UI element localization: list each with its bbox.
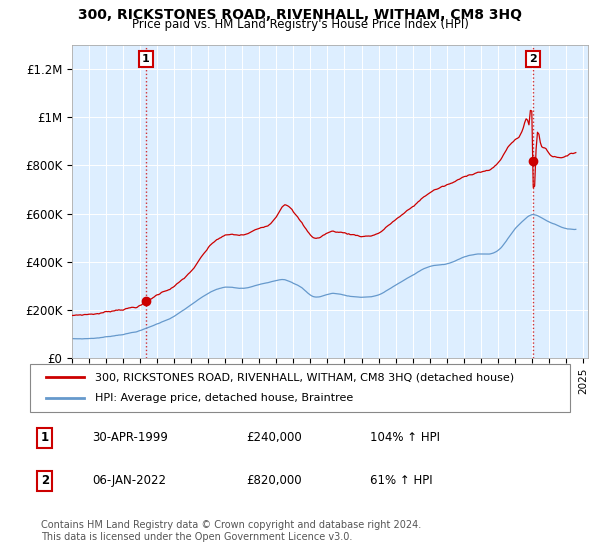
Text: Price paid vs. HM Land Registry's House Price Index (HPI): Price paid vs. HM Land Registry's House … <box>131 18 469 31</box>
Point <box>43 374 50 381</box>
Text: 300, RICKSTONES ROAD, RIVENHALL, WITHAM, CM8 3HQ: 300, RICKSTONES ROAD, RIVENHALL, WITHAM,… <box>78 8 522 22</box>
Text: £820,000: £820,000 <box>246 474 302 487</box>
Text: 2: 2 <box>41 474 49 487</box>
Point <box>80 395 88 402</box>
Point <box>80 374 88 381</box>
Text: £240,000: £240,000 <box>246 431 302 445</box>
Text: 61% ↑ HPI: 61% ↑ HPI <box>370 474 433 487</box>
Text: 300, RICKSTONES ROAD, RIVENHALL, WITHAM, CM8 3HQ (detached house): 300, RICKSTONES ROAD, RIVENHALL, WITHAM,… <box>95 372 514 382</box>
FancyBboxPatch shape <box>30 364 570 412</box>
Text: 06-JAN-2022: 06-JAN-2022 <box>92 474 166 487</box>
Text: 2: 2 <box>529 54 536 64</box>
Text: 1: 1 <box>142 54 149 64</box>
Text: 104% ↑ HPI: 104% ↑ HPI <box>370 431 440 445</box>
Point <box>43 395 50 402</box>
Text: Contains HM Land Registry data © Crown copyright and database right 2024.
This d: Contains HM Land Registry data © Crown c… <box>41 520 421 542</box>
Text: HPI: Average price, detached house, Braintree: HPI: Average price, detached house, Brai… <box>95 393 353 403</box>
Text: 30-APR-1999: 30-APR-1999 <box>92 431 168 445</box>
Text: 1: 1 <box>41 431 49 445</box>
